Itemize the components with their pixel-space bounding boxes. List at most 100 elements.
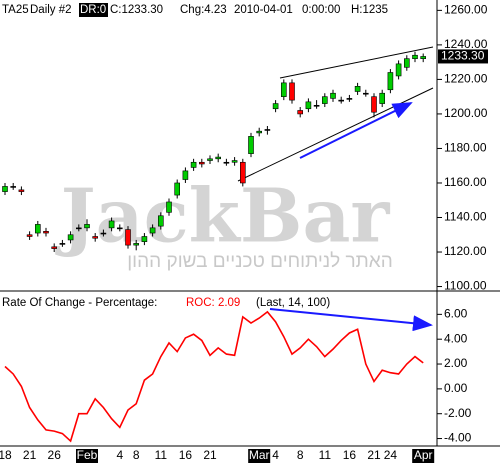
last-price-label: 1233.30 [441, 49, 485, 63]
candle-body [305, 101, 312, 110]
candle-body [346, 98, 353, 100]
watermark: JackBar [55, 174, 391, 260]
candle-body [362, 92, 369, 95]
candle-body [313, 104, 320, 107]
x-tick-label: 4 [272, 448, 279, 462]
candle-body [76, 227, 82, 230]
candle-body [412, 54, 418, 59]
candle-body [133, 243, 139, 246]
y-tick-label: 1100.00 [444, 279, 487, 293]
panel-label: ROC: 2.09 [186, 297, 240, 309]
candle-body [2, 186, 8, 192]
y-tick-label: 6.00 [444, 307, 468, 321]
candle-body [141, 236, 148, 242]
candle-body [272, 103, 279, 110]
x-tick-label: 8 [297, 448, 304, 462]
candle-body [256, 130, 263, 134]
candle-body [240, 161, 246, 184]
candle-body [264, 129, 271, 131]
header-text: DR:0 [80, 4, 106, 16]
header-text: TA25 [2, 4, 29, 16]
header-box [79, 3, 108, 17]
x-tick-label: 26 [48, 448, 62, 462]
watermark-subtitle: האתר לניתוחים טכניים בשוק ההון [127, 251, 393, 272]
y-tick-label: 1140.00 [444, 210, 487, 224]
y-tick-label: 1160.00 [444, 175, 487, 189]
candle-body [321, 96, 328, 104]
header-text: H:1235 [351, 4, 388, 16]
candle-body [149, 227, 156, 234]
candle-body [26, 234, 33, 237]
x-label-box [248, 449, 271, 463]
x-tick-label: Feb [77, 448, 98, 462]
candle-body [51, 246, 58, 249]
candle-body [280, 82, 287, 97]
y-tick-label: 1220.00 [444, 72, 488, 86]
candle-body [289, 82, 295, 101]
candle-body [354, 86, 361, 92]
candle-body [182, 170, 189, 180]
x-tick-label: Apr [414, 448, 433, 462]
x-tick-label: Mar [249, 448, 270, 462]
header-text: C:1233.30 [110, 4, 163, 16]
x-tick-label: 21 [23, 448, 37, 462]
x-tick-label: 8 [133, 448, 140, 462]
panel-label: (Last, 14, 100) [256, 297, 330, 309]
candle-body [43, 231, 49, 234]
x-label-box [76, 449, 98, 463]
y-tick-label: 2.00 [444, 356, 468, 370]
y-tick-label: 1120.00 [444, 244, 487, 258]
candle-body [100, 232, 107, 235]
y-tick-label: 1240.00 [444, 37, 488, 51]
candle-body [338, 99, 345, 102]
candle-body [10, 186, 16, 188]
candle-body [174, 182, 180, 196]
candle-body [125, 229, 131, 246]
header-text: Daily #2 [30, 4, 72, 16]
candle-body [207, 158, 213, 161]
x-tick-label: 16 [343, 448, 357, 462]
roc-line [4, 310, 424, 443]
candle-body [215, 156, 221, 160]
header-text: 0:00:00 [302, 4, 340, 16]
candle-body [371, 96, 377, 113]
candle-body [420, 56, 427, 59]
last-price-box [438, 49, 488, 64]
x-tick-label: 11 [319, 448, 332, 462]
x-tick-label: 4 [116, 448, 123, 462]
candle-body [67, 234, 74, 241]
candle-body [190, 161, 197, 168]
candle-body [117, 227, 123, 230]
header-text: Chg:4.23 [180, 4, 227, 16]
candle-body [59, 243, 66, 245]
arrow [269, 308, 433, 332]
y-tick-label: 1180.00 [444, 141, 487, 155]
candle-body [330, 92, 336, 99]
candle-body [199, 161, 205, 165]
candle-body [387, 72, 394, 91]
x-tick-label: 18 [0, 448, 12, 462]
candle-body [248, 136, 254, 154]
candle-body [231, 160, 238, 163]
candle-body [297, 110, 304, 115]
candle-body [108, 220, 115, 229]
x-tick-label: 21 [203, 448, 217, 462]
candle-body [84, 224, 90, 229]
candle-body [403, 58, 410, 68]
x-label-box [412, 449, 435, 463]
y-tick-label: -4.00 [444, 431, 472, 445]
y-tick-label: 1260.00 [444, 3, 488, 17]
candle-body [379, 92, 386, 104]
x-tick-label: 24 [384, 448, 398, 462]
arrow [299, 102, 413, 159]
candle-body [18, 189, 25, 192]
candle-body [34, 224, 41, 234]
candle-body [395, 63, 402, 77]
y-tick-label: 1200.00 [444, 106, 488, 120]
header-text: 2010-04-01 [234, 4, 293, 16]
candle-body [166, 201, 172, 213]
candle-body [158, 215, 164, 227]
y-tick-label: -2.00 [444, 406, 472, 420]
